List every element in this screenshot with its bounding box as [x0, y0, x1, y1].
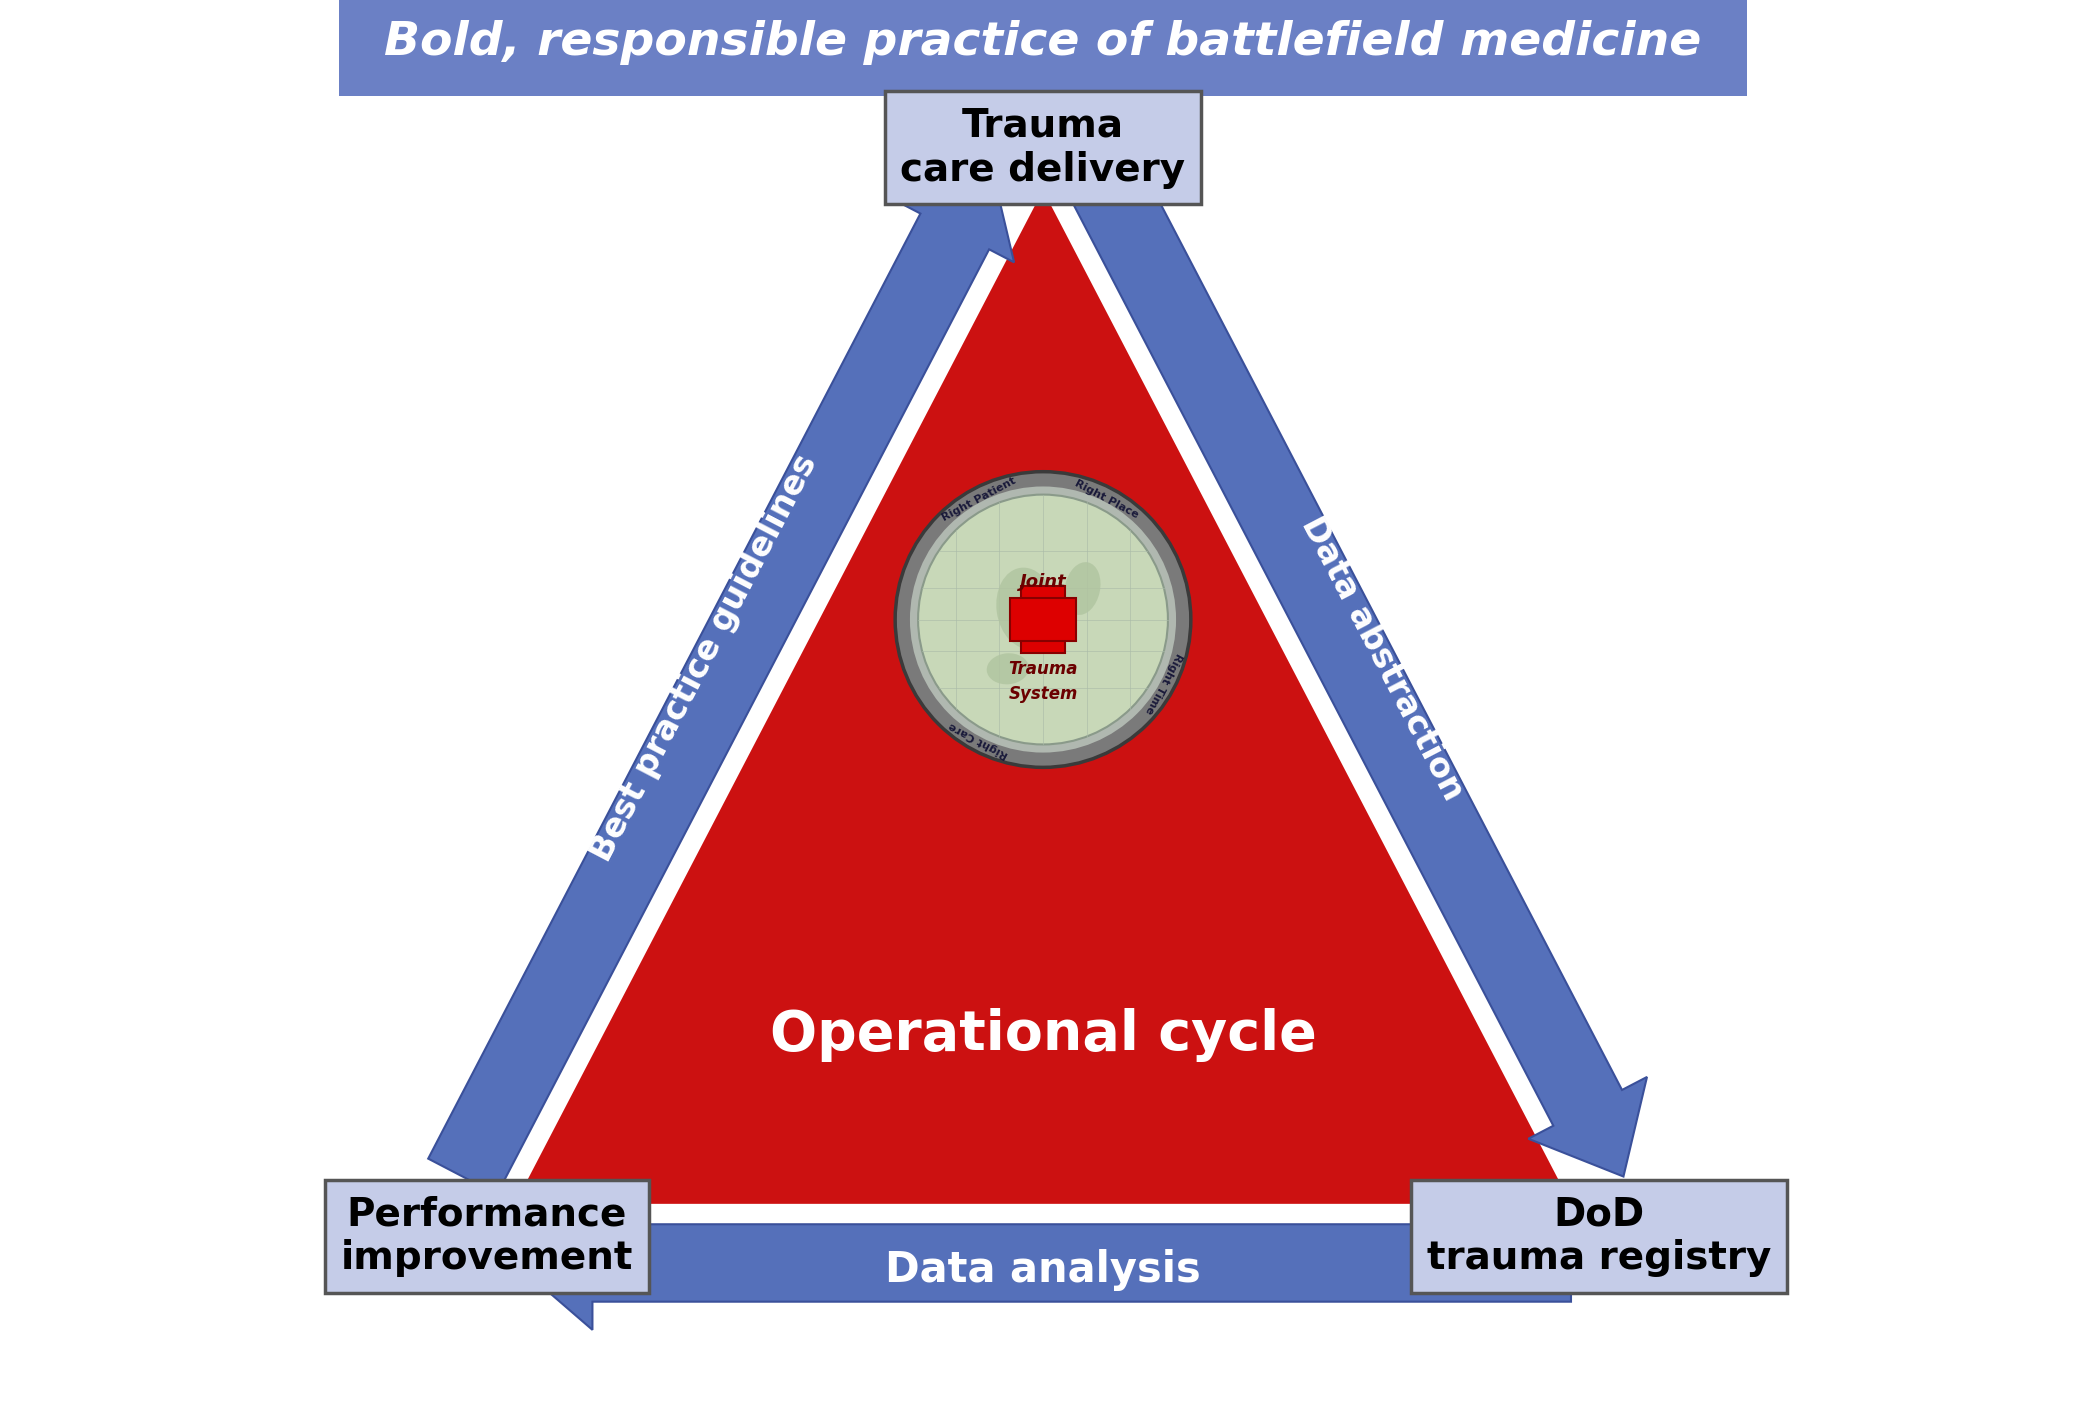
Text: Bold, responsible practice of battlefield medicine: Bold, responsible practice of battlefiel…: [384, 21, 1702, 65]
Text: Data analysis: Data analysis: [884, 1249, 1202, 1291]
Circle shape: [895, 472, 1191, 767]
Text: DoD
trauma registry: DoD trauma registry: [1427, 1195, 1771, 1277]
Text: Trauma: Trauma: [1008, 660, 1078, 677]
Text: Data abstraction: Data abstraction: [1295, 511, 1469, 805]
Bar: [1010, 598, 1076, 642]
Ellipse shape: [987, 653, 1028, 684]
Polygon shape: [515, 190, 1571, 1204]
Ellipse shape: [997, 567, 1056, 649]
Text: Joint: Joint: [1020, 573, 1066, 590]
Bar: [1022, 587, 1064, 653]
Text: Right Care: Right Care: [947, 719, 1010, 760]
Text: Trauma
care delivery: Trauma care delivery: [901, 107, 1185, 189]
FancyArrow shape: [515, 1197, 1571, 1329]
Text: Right Patient: Right Patient: [941, 476, 1018, 522]
Text: Right Place: Right Place: [1074, 479, 1141, 520]
Text: Performance
improvement: Performance improvement: [340, 1195, 632, 1277]
Text: Operational cycle: Operational cycle: [770, 1008, 1316, 1062]
Bar: [269, 0, 1817, 96]
Text: System: System: [1008, 686, 1078, 703]
FancyArrow shape: [1062, 145, 1648, 1177]
Ellipse shape: [1064, 562, 1101, 615]
Text: Best practice guidelines: Best practice guidelines: [584, 449, 824, 867]
Text: Right Time: Right Time: [1143, 652, 1183, 715]
Circle shape: [918, 494, 1168, 745]
FancyArrow shape: [428, 163, 1014, 1194]
Circle shape: [909, 486, 1177, 752]
